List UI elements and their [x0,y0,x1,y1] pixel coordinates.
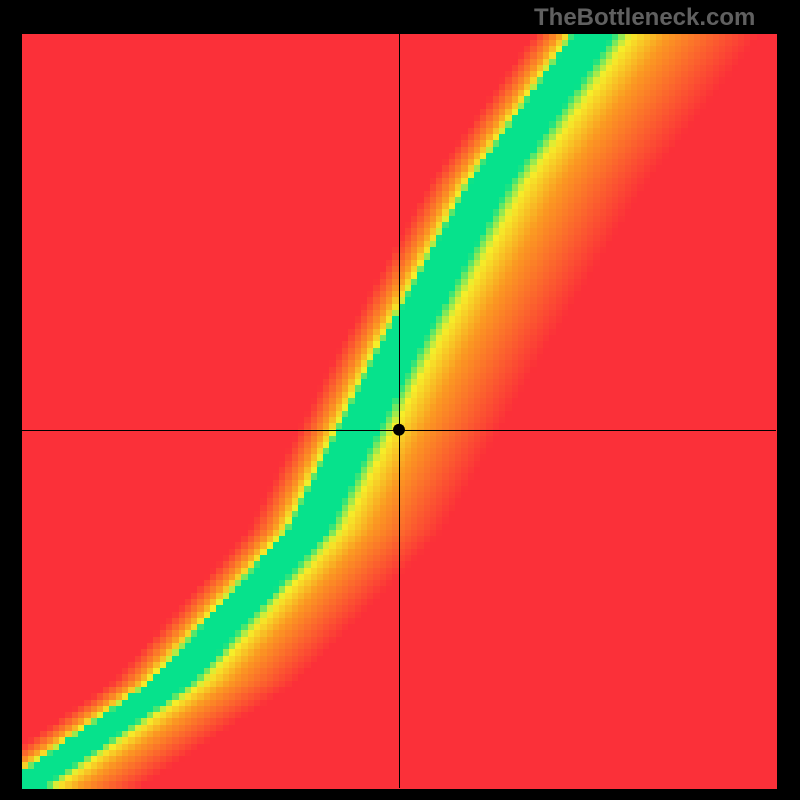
watermark-text: TheBottleneck.com [534,4,755,32]
bottleneck-heatmap [0,0,800,800]
chart-container: { "watermark": { "text": "TheBottleneck.… [0,0,800,800]
